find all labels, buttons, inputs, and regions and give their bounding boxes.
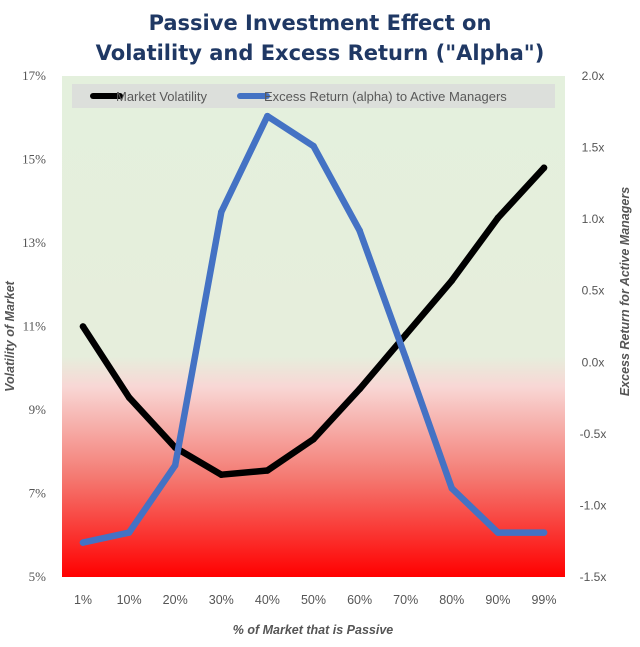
legend-label-excess-return: Excess Return (alpha) to Active Managers — [264, 89, 507, 104]
data-point — [218, 208, 225, 216]
x-tick-label: 30% — [209, 593, 234, 607]
data-point — [218, 471, 225, 478]
data-point — [264, 467, 271, 474]
right-tick-label: 0.0x — [582, 355, 605, 369]
data-point — [79, 539, 87, 546]
chart-title-line: Volatility and Excess Return ("Alpha") — [96, 41, 545, 65]
legend: Market Volatility Excess Return (alpha) t… — [72, 84, 555, 108]
right-tick-label: -1.5x — [580, 570, 607, 584]
data-point — [171, 462, 179, 469]
data-point — [540, 164, 548, 172]
x-axis-ticks: 1% 10% 20% 30% 40% 50% 60% 70% 80% 90% 99% — [74, 593, 557, 607]
left-tick-label: 5% — [29, 569, 47, 584]
x-tick-label: 10% — [117, 593, 142, 607]
left-axis-title: Volatility of Market — [3, 280, 17, 392]
data-point — [356, 227, 363, 234]
series-market-volatility — [79, 164, 548, 478]
right-tick-label: -0.5x — [580, 427, 607, 441]
x-tick-label: 40% — [255, 593, 280, 607]
x-tick-label: 70% — [393, 593, 418, 607]
left-y-axis-ticks: 5% 7% 9% 11% 13% 15% 17% — [22, 68, 46, 584]
data-point — [125, 529, 133, 536]
x-tick-label: 60% — [347, 593, 372, 607]
legend-label-market-volatility: Market Volatility — [116, 89, 208, 104]
series-excess-return — [79, 112, 548, 546]
series-lines — [79, 112, 548, 546]
data-point — [356, 385, 363, 393]
x-tick-label: 99% — [531, 593, 556, 607]
data-point — [448, 485, 456, 492]
right-tick-label: -1.0x — [580, 498, 607, 512]
right-tick-label: 2.0x — [582, 69, 605, 83]
chart-title-line: Passive Investment Effect on — [149, 11, 492, 35]
data-point — [494, 214, 502, 222]
data-point — [79, 323, 87, 330]
data-point — [310, 142, 317, 150]
x-axis-title: % of Market that is Passive — [233, 623, 394, 637]
right-axis-title: Excess Return for Active Managers — [618, 187, 632, 396]
right-tick-label: 1.0x — [582, 212, 605, 226]
x-tick-label: 20% — [163, 593, 188, 607]
chart-title: Passive Investment Effect on Volatility a… — [96, 11, 545, 65]
left-tick-label: 17% — [22, 68, 46, 83]
data-point — [264, 112, 271, 120]
data-point — [448, 277, 456, 284]
x-tick-label: 50% — [301, 593, 326, 607]
x-tick-label: 1% — [74, 593, 92, 607]
right-tick-label: 1.5x — [582, 141, 605, 155]
left-tick-label: 9% — [29, 402, 47, 417]
data-point — [402, 354, 409, 362]
left-tick-label: 13% — [22, 235, 46, 250]
legend-box — [72, 84, 555, 108]
left-tick-label: 7% — [29, 486, 47, 501]
plot-background — [62, 76, 565, 577]
x-tick-label: 80% — [439, 593, 464, 607]
right-y-axis-ticks: -1.5x -1.0x -0.5x 0.0x 0.5x 1.0x 1.5x 2.0x — [580, 69, 607, 584]
data-point — [402, 331, 409, 339]
data-point — [540, 529, 548, 536]
x-tick-label: 90% — [485, 593, 510, 607]
left-tick-label: 11% — [23, 319, 47, 334]
right-tick-label: 0.5x — [582, 284, 605, 298]
data-point — [310, 435, 317, 443]
left-tick-label: 15% — [22, 152, 46, 167]
data-point — [494, 529, 502, 536]
data-point — [125, 394, 133, 401]
